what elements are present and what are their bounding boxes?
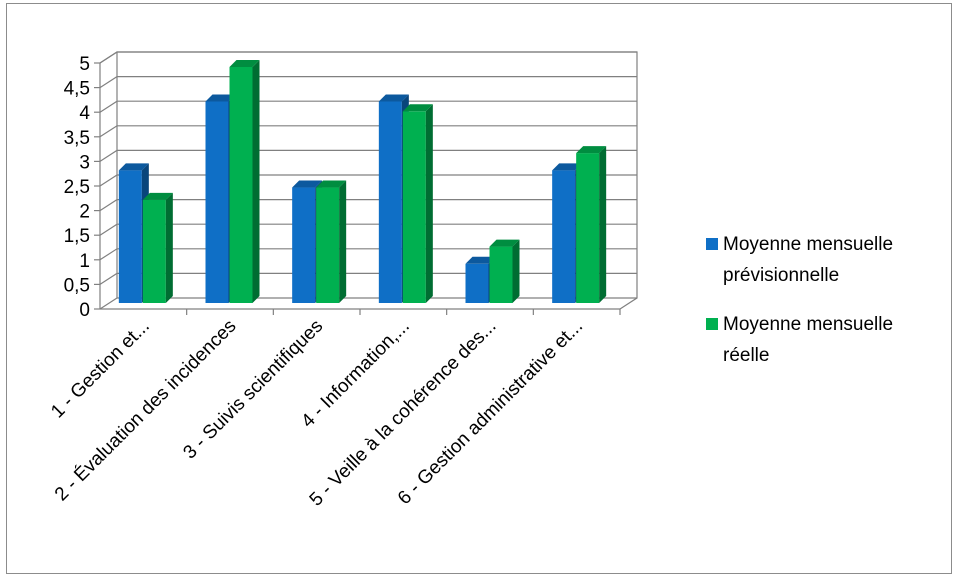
bar-side [339,180,347,303]
bar-top [292,180,323,188]
bar-front [229,67,253,303]
legend-swatch [706,238,718,250]
legend-label: Moyenne mensuelle [723,234,893,255]
gridline [99,223,637,236]
bar-side [425,104,433,303]
gridline [99,51,637,64]
bar-top [205,94,236,102]
y-axis: 0 0,5 1 1,5 2 2,5 3 3,5 4 4,5 5 [64,54,621,321]
bar-reelle [229,60,260,303]
bar-front [316,187,340,303]
y-tick-label: 1,5 [64,226,90,247]
x-category-label: 5 - Veille à la cohérence des... [306,316,501,511]
legend: Moyenne mensuelle prévisionnelle Moyenne m… [706,234,893,366]
bar-front [118,170,142,303]
bar-top [142,192,173,200]
bar-front [552,170,576,303]
gridline [99,100,637,113]
y-tick-label: 1 [79,251,90,272]
bar-reelle [576,146,607,303]
bar-front [402,111,426,303]
gridline [99,199,637,212]
x-category-label: 6 - Gestion administrative et... [394,316,587,509]
bar-top [465,256,496,264]
bar-previsionnelle [465,256,496,303]
y-tick-label: 3,5 [64,128,90,149]
bar-top [316,180,347,188]
bar-front [489,246,513,303]
bar-top [118,163,149,171]
y-tick-label: 0 [79,300,90,321]
gridline [99,174,637,187]
bar-front [205,101,229,303]
bar-front [576,153,600,303]
bar-front [142,199,166,303]
x-category-label: 2 - Évaluation des incidences [51,316,241,506]
bar-reelle [142,192,173,303]
bar-reelle [489,239,520,303]
bar-reelle [402,104,433,303]
y-tick-label: 2,5 [64,177,90,198]
bar-reelle [316,180,347,303]
gridline [99,248,637,261]
x-category-label: 3 - Suivis scientifiques [179,316,327,464]
bar-top [489,239,520,247]
y-tick-label: 3 [79,152,90,173]
bar-side [512,239,520,303]
y-tick-label: 4 [79,103,90,124]
y-tick-label: 2 [79,202,90,223]
legend-label: prévisionnelle [723,265,839,286]
bar-top [402,104,433,112]
bar-top [552,163,583,171]
bar-top [229,60,260,67]
legend-label: réelle [723,345,769,366]
bars [118,60,607,303]
bar-side [599,146,607,303]
bar-side [252,60,260,303]
y-tick-label: 0,5 [64,275,90,296]
gridline [99,149,637,162]
bar-front [465,263,489,303]
bar-front [292,187,316,303]
x-axis-labels: 1 - Gestion et...2 - Évaluation des inci… [47,316,587,511]
gridline [99,297,637,310]
y-tick-label: 4,5 [64,79,90,100]
y-tick-label: 5 [79,54,90,75]
bar-side [165,192,173,303]
legend-label: Moyenne mensuelle [723,314,893,335]
gridlines [99,51,637,310]
gridline [99,272,637,285]
bar-top [378,94,409,102]
gridline [99,125,637,138]
bar-top [576,146,607,154]
bar-front [378,101,402,303]
gridline [99,75,637,89]
legend-swatch [706,318,718,330]
